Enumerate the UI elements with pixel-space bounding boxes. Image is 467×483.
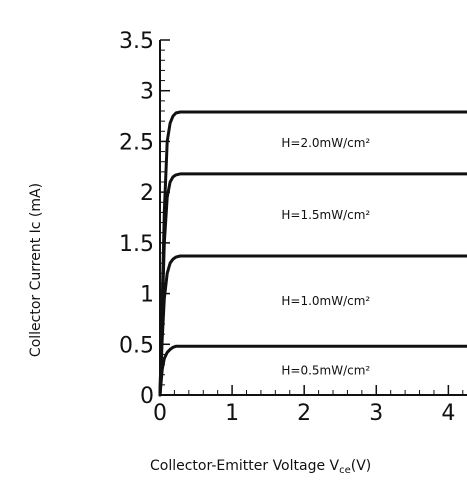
y-tick-label: 2 — [140, 181, 154, 206]
x-tick-label: 1 — [225, 401, 239, 426]
y-axis-label-group: Collector Current Ic (mA) — [28, 183, 44, 357]
y-tick-label: 2.5 — [119, 130, 154, 155]
curve-label-2: H=1.0mW/cm² — [281, 294, 370, 308]
curve-label-3: H=1.5mW/cm² — [281, 208, 370, 222]
x-axis-label-main: Collector-Emitter Voltage V — [150, 458, 340, 474]
curve-label-1: H=0.5mW/cm² — [281, 364, 370, 378]
y-tick-label: 1.5 — [119, 232, 154, 257]
series-line-4 — [158, 110, 467, 397]
x-axis-label-subscript: ce — [339, 465, 351, 476]
x-axis-label-unit: (V) — [351, 458, 372, 474]
y-tick-label: 3.5 — [119, 29, 154, 54]
label-layer: H=0.5mW/cm² H=1.0mW/cm² H=1.5mW/cm² H=2.0mW… — [281, 136, 370, 378]
axis-layer: 0 0.5 1 1.5 2 2.5 3 3.5 0 1 2 3 4 — [119, 29, 467, 426]
y-tick-label: 3 — [140, 80, 154, 105]
x-tick-label: 3 — [369, 401, 383, 426]
y-tick-label: 0 — [140, 384, 154, 409]
y-axis-label: Collector Current Ic (mA) — [28, 183, 44, 357]
x-tick-label: 4 — [441, 401, 455, 426]
x-axis-label: Collector-Emitter Voltage Vce(V) — [150, 458, 371, 476]
x-tick-label: 0 — [153, 401, 167, 426]
x-tick-label: 2 — [297, 401, 311, 426]
y-tick-label: 1 — [140, 283, 154, 308]
x-axis-label-group: Collector-Emitter Voltage Vce(V) — [150, 458, 371, 476]
series-line-1 — [158, 344, 467, 397]
series-layer — [158, 110, 467, 397]
y-tick-label: 0.5 — [119, 333, 154, 358]
curve-label-4: H=2.0mW/cm² — [281, 136, 370, 150]
